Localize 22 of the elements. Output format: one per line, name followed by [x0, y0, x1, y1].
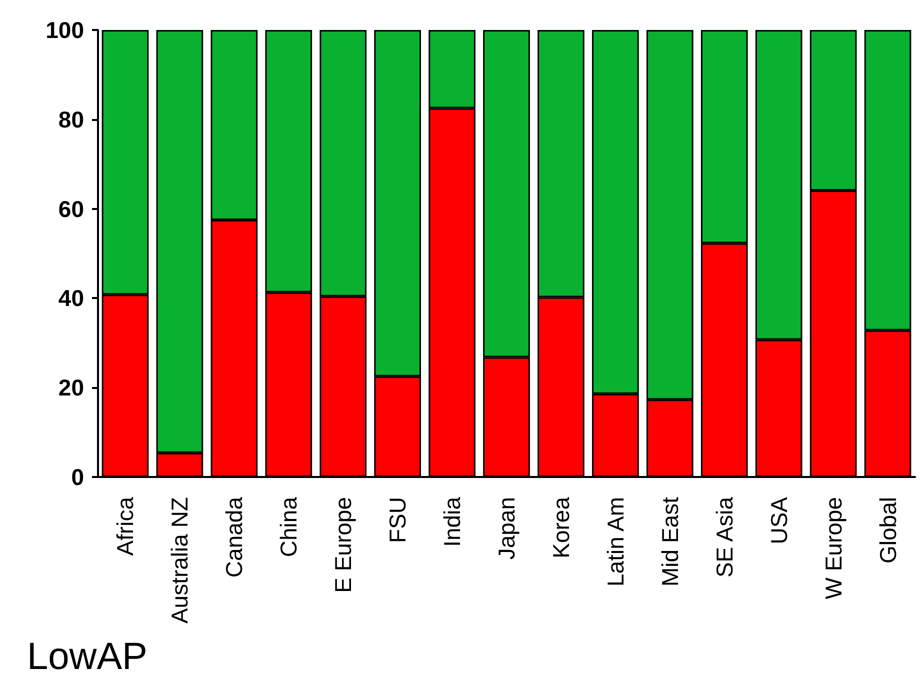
x-tick-label: Mid East	[656, 496, 683, 586]
x-tick-label: Australia NZ	[166, 497, 193, 624]
x-tick-label: Korea	[548, 496, 574, 558]
y-tick-label: 80	[58, 106, 84, 132]
x-tick-label: Latin Am	[602, 497, 628, 586]
x-tick-label: Japan	[494, 497, 520, 560]
x-tick-label: FSU	[384, 497, 411, 543]
x-tick-label: W Europe	[820, 497, 846, 600]
x-tick-label: SE Asia	[711, 496, 738, 578]
x-tick-label: Africa	[112, 496, 138, 556]
x-tick-label: India	[439, 496, 466, 547]
text: LowAP	[27, 636, 148, 678]
x-tick-label: USA	[766, 496, 792, 544]
y-tick-label: 100	[46, 17, 84, 43]
x-tick-label: Canada	[221, 496, 248, 578]
x-tick-label: Global	[874, 497, 901, 564]
y-tick-label: 60	[58, 196, 84, 222]
y-tick-label: 20	[58, 374, 84, 401]
x-tick-label: E Europe	[330, 497, 356, 593]
y-tick-label: 0	[71, 464, 84, 490]
y-tick-label: 40	[58, 285, 84, 312]
x-tick-label: China	[276, 496, 302, 558]
